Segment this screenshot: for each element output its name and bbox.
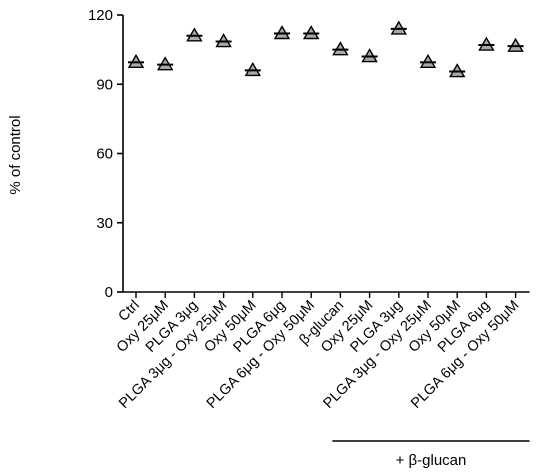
y-tick-label: 90 bbox=[96, 76, 113, 93]
y-axis-title: % of control bbox=[7, 115, 24, 194]
y-tick-label: 0 bbox=[105, 284, 113, 301]
group-label: + β-glucan bbox=[396, 452, 467, 469]
y-tick-label: 60 bbox=[96, 146, 113, 163]
y-tick-label: 30 bbox=[96, 215, 113, 232]
y-tick-label: 120 bbox=[88, 7, 113, 24]
